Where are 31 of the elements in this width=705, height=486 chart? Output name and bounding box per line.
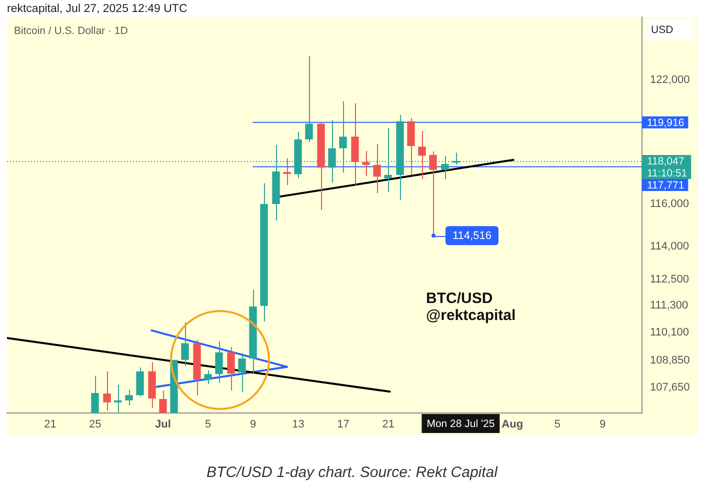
y-tick-label: 122,000	[650, 74, 690, 86]
x-tick-label: 5	[554, 418, 561, 431]
data-label: 117,771	[647, 179, 684, 192]
y-tick-label: 108,850	[650, 354, 690, 366]
y-tick-label: 111,300	[650, 300, 688, 312]
x-tick-label: 13	[292, 418, 304, 431]
x-tick-label: 9	[250, 418, 256, 431]
y-tick-label: 114,000	[650, 240, 689, 253]
x-tick-label: 21	[382, 418, 394, 431]
x-tick-label: 5	[204, 418, 212, 431]
ref-line-label: 118,047	[647, 155, 684, 168]
x-tick-label: 25	[89, 418, 102, 431]
y-tick-label: 116,000	[650, 198, 689, 210]
annotation: 114,516	[452, 230, 492, 242]
data-label: 119,916	[647, 116, 684, 129]
text: BTC/USD 1-day chart. Source: Rekt Capital	[206, 464, 498, 482]
text: rektcapital, Jul 27, 2025 12:49 UTC	[7, 3, 188, 16]
text: Mon 28 Jul '25	[426, 418, 495, 430]
y-tick-label: 110,100	[650, 326, 689, 338]
annotation: @rektcapital	[426, 307, 516, 324]
text: 11:10:51	[647, 167, 688, 180]
x-tick-label: Jul	[154, 418, 171, 431]
x-tick-label: 17	[337, 418, 350, 431]
text: Bitcoin / U.S. Dollar · 1D	[14, 24, 128, 37]
x-tick-label: 21	[44, 418, 56, 431]
y-tick-label: 112,500	[650, 273, 689, 286]
y-axis-title: USD	[651, 24, 674, 36]
annotation: BTC/USD	[426, 290, 493, 308]
x-tick-label: 9	[599, 418, 606, 431]
y-tick-label: 107,650	[650, 382, 690, 394]
x-tick-label: Aug	[502, 418, 524, 431]
